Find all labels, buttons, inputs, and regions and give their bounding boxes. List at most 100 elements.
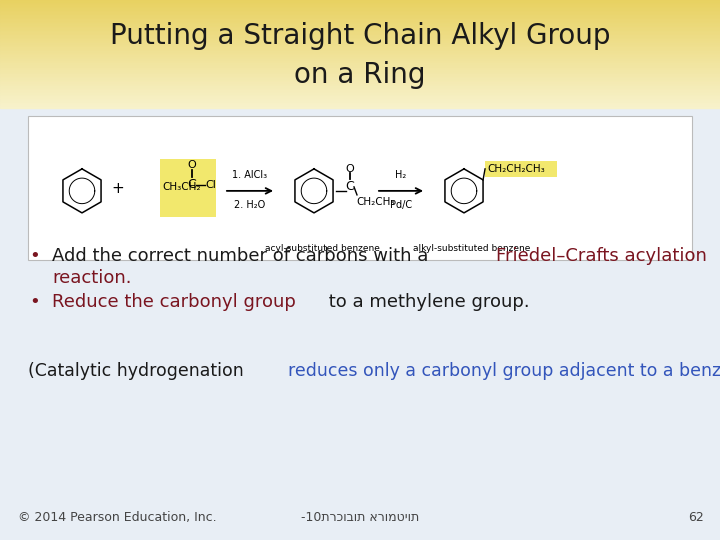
Bar (0, 19, 720, 20)
Bar (0, 104, 720, 105)
Text: on a Ring: on a Ring (294, 61, 426, 89)
Bar (0, 100, 720, 102)
Bar (0, 56, 720, 57)
Bar (0, 105, 720, 106)
Bar (0, 6, 720, 8)
Text: © 2014 Pearson Education, Inc.: © 2014 Pearson Education, Inc. (18, 511, 217, 524)
Bar (0, 103, 720, 104)
Text: •: • (30, 247, 40, 265)
Bar (0, 62, 720, 63)
Bar (0, 20, 720, 22)
Bar (0, 16, 720, 17)
Bar (0, 0, 720, 2)
Text: Putting a Straight Chain Alkyl Group: Putting a Straight Chain Alkyl Group (109, 22, 611, 50)
Bar (0, 66, 720, 68)
Bar (0, 106, 720, 108)
Bar (0, 33, 720, 35)
Bar (0, 82, 720, 84)
Text: +: + (112, 181, 125, 197)
Bar (0, 12, 720, 14)
Text: O: O (188, 160, 197, 170)
Bar (0, 43, 720, 45)
Bar (0, 92, 720, 93)
Text: Pd/C: Pd/C (390, 200, 412, 210)
Bar (0, 14, 720, 15)
Bar (0, 42, 720, 43)
Bar (0, 31, 720, 32)
Text: •: • (30, 293, 40, 311)
Bar (0, 25, 720, 27)
Bar (0, 78, 720, 79)
Bar (0, 73, 720, 74)
Bar (0, 90, 720, 92)
Bar (0, 2, 720, 3)
Bar (0, 84, 720, 85)
Bar (0, 32, 720, 33)
Text: reduces only a carbonyl group adjacent to a benzene ring.: reduces only a carbonyl group adjacent t… (289, 362, 720, 380)
Text: to a methylene group.: to a methylene group. (323, 293, 529, 311)
Text: alkyl-substituted benzene: alkyl-substituted benzene (413, 244, 531, 253)
Bar (0, 58, 720, 59)
Bar (0, 68, 720, 69)
Bar (160, 159, 216, 217)
Bar (0, 49, 720, 50)
Bar (0, 79, 720, 81)
Bar (0, 40, 720, 42)
Bar (0, 65, 720, 66)
Text: CH₃CH₂: CH₃CH₂ (162, 182, 200, 192)
Bar (0, 15, 720, 16)
Text: Reduce the carbonyl group: Reduce the carbonyl group (52, 293, 296, 311)
Bar (0, 76, 720, 77)
Bar (0, 96, 720, 97)
Text: reaction.: reaction. (52, 269, 132, 287)
Bar (0, 28, 720, 30)
Bar (0, 57, 720, 58)
Bar (0, 23, 720, 24)
Text: Cl: Cl (205, 180, 216, 190)
Bar (0, 77, 720, 78)
Text: Add the correct number of carbons with a: Add the correct number of carbons with a (52, 247, 434, 265)
Bar (0, 10, 720, 11)
Bar (0, 38, 720, 39)
Bar (0, 70, 720, 71)
Bar (28, 116, 692, 260)
Bar (0, 39, 720, 40)
Text: C: C (188, 178, 197, 191)
Bar (0, 63, 720, 65)
Text: (Catalytic hydrogenation: (Catalytic hydrogenation (28, 362, 249, 380)
Text: C: C (346, 180, 354, 193)
Text: CH₂CH₂CH₃: CH₂CH₂CH₃ (487, 164, 545, 174)
Bar (0, 47, 720, 49)
Bar (0, 94, 720, 96)
Bar (0, 50, 720, 51)
Bar (0, 71, 720, 73)
Bar (0, 11, 720, 12)
Text: Friedel–Crafts acylation: Friedel–Crafts acylation (496, 247, 707, 265)
Text: 2. H₂O: 2. H₂O (235, 200, 266, 210)
Bar (0, 81, 720, 82)
Bar (0, 87, 720, 89)
Bar (0, 5, 720, 6)
Bar (0, 8, 720, 10)
Bar (0, 89, 720, 90)
Bar (0, 30, 720, 31)
Bar (485, 161, 557, 177)
Bar (0, 54, 720, 56)
Bar (0, 85, 720, 86)
Bar (0, 98, 720, 100)
Bar (0, 86, 720, 87)
Bar (0, 27, 720, 28)
Text: 1. AlCl₃: 1. AlCl₃ (233, 170, 268, 180)
Bar (0, 60, 720, 62)
Bar (0, 102, 720, 103)
Text: O: O (346, 164, 354, 174)
Bar (0, 22, 720, 23)
Text: CH₂CH₃: CH₂CH₃ (356, 197, 395, 207)
Bar (0, 69, 720, 70)
Bar (0, 24, 720, 25)
Bar (0, 45, 720, 46)
Bar (0, 17, 720, 19)
Bar (0, 51, 720, 52)
Text: H₂: H₂ (395, 170, 407, 180)
Bar (0, 74, 720, 76)
